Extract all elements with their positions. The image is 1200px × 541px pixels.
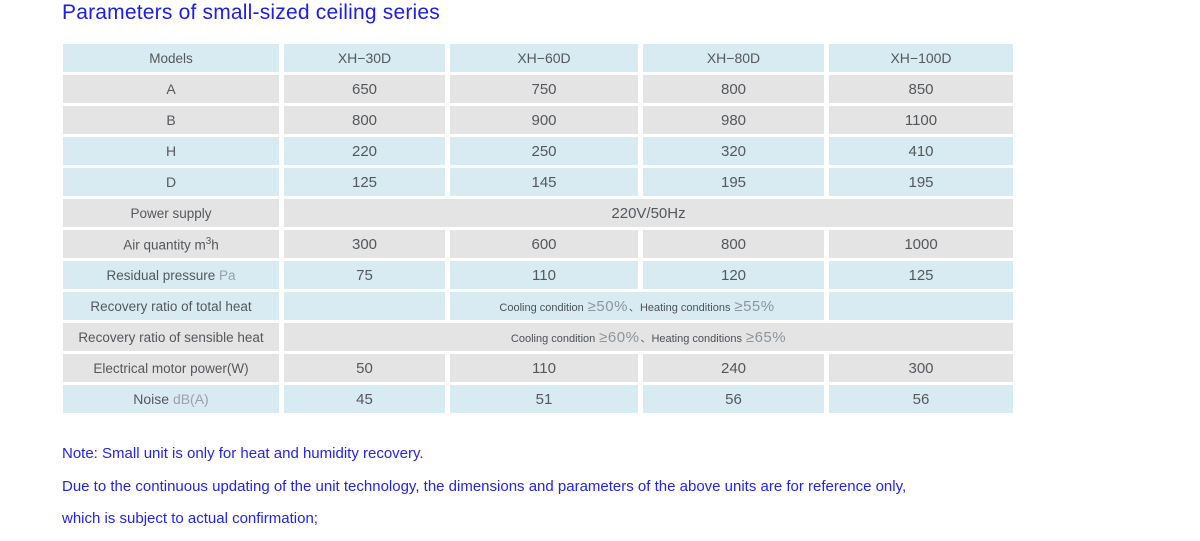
row-label: Power supply: [63, 199, 279, 227]
value-cell: 300: [829, 354, 1013, 382]
row-label: Electrical motor power(W): [63, 354, 279, 382]
value-cell: 56: [829, 385, 1013, 413]
value-cell: 240: [643, 354, 824, 382]
row-label: B: [63, 106, 279, 134]
row-label: Noise dB(A): [63, 385, 279, 413]
value-cell: 1100: [829, 106, 1013, 134]
condition-separator: 、: [628, 302, 639, 314]
note-line: which is subject to actual confirmation;: [62, 510, 318, 527]
table-row-residual-pressure: Residual pressure Pa 75 110 120 125: [63, 261, 1013, 289]
value-cell: 125: [284, 168, 445, 196]
row-label: Recovery ratio of sensible heat: [63, 323, 279, 351]
power-supply-value: 220V/50Hz: [284, 199, 1013, 227]
table-row-power-supply: Power supply 220V/50Hz: [63, 199, 1013, 227]
cooling-condition-label: Cooling condition: [510, 332, 596, 345]
value-cell: 145: [450, 168, 638, 196]
value-cell: 56: [643, 385, 824, 413]
air-quantity-suffix: h: [211, 237, 219, 253]
value-cell: 300: [284, 230, 445, 258]
note-line: Due to the continuous updating of the un…: [62, 477, 907, 495]
noise-unit: dB(A): [172, 391, 209, 407]
row-label: A: [63, 75, 279, 103]
value-cell: 250: [450, 137, 638, 165]
value-cell: 900: [450, 106, 638, 134]
table-row-noise: Noise dB(A) 45 51 56 56: [63, 385, 1013, 413]
model-name: XH−60D: [450, 44, 638, 72]
row-label: Residual pressure Pa: [63, 261, 279, 289]
value-cell: 45: [284, 385, 445, 413]
row-label: D: [63, 168, 279, 196]
value-cell: 320: [643, 137, 824, 165]
table-row-air-quantity: Air quantity m3h 300 600 800 1000: [63, 230, 1013, 258]
row-label: H: [63, 137, 279, 165]
cooling-condition-label: Cooling condition: [499, 301, 584, 314]
air-quantity-sup: 3: [205, 235, 212, 247]
empty-cell: [829, 292, 1013, 320]
table-row-motor-power: Electrical motor power(W) 50 110 240 300: [63, 354, 1013, 382]
cooling-condition-value: ≥50%: [587, 297, 628, 315]
notes-block: Note: Small unit is only for heat and hu…: [62, 438, 906, 536]
value-cell: 1000: [829, 230, 1013, 258]
table-row-h: H 220 250 320 410: [63, 137, 1013, 165]
cooling-condition-value: ≥60%: [599, 328, 640, 346]
value-cell: 120: [643, 261, 824, 289]
value-cell: 195: [829, 168, 1013, 196]
heating-condition-label: Heating conditions: [639, 301, 731, 314]
value-cell: 110: [450, 354, 638, 382]
model-name: XH−30D: [284, 44, 445, 72]
value-cell: 800: [284, 106, 445, 134]
noise-label: Noise: [133, 391, 170, 407]
value-cell: 110: [450, 261, 638, 289]
value-cell: 75: [284, 261, 445, 289]
value-cell: 800: [643, 75, 824, 103]
table-row-b: B 800 900 980 1100: [63, 106, 1013, 134]
heating-condition-value: ≥55%: [734, 297, 775, 315]
table-row-recovery-sensible: Recovery ratio of sensible heat Cooling …: [63, 323, 1013, 351]
value-cell: 410: [829, 137, 1013, 165]
value-cell: 750: [450, 75, 638, 103]
table-row-a: A 650 750 800 850: [63, 75, 1013, 103]
table-row-d: D 125 145 195 195: [63, 168, 1013, 196]
recovery-total-conditions: Cooling condition ≥50%、Heating condition…: [450, 292, 824, 320]
value-cell: 51: [450, 385, 638, 413]
spec-table: Models XH−30D XH−60D XH−80D XH−100D A 65…: [58, 41, 1018, 416]
heating-condition-value: ≥65%: [745, 328, 787, 346]
air-quantity-label: Air quantity m: [123, 237, 206, 253]
models-header-label: Models: [63, 44, 279, 72]
value-cell: 650: [284, 75, 445, 103]
residual-pressure-unit: Pa: [219, 267, 236, 283]
value-cell: 50: [284, 354, 445, 382]
value-cell: 850: [829, 75, 1013, 103]
table-row-models: Models XH−30D XH−60D XH−80D XH−100D: [63, 44, 1013, 72]
row-label: Air quantity m3h: [63, 230, 279, 258]
value-cell: 125: [829, 261, 1013, 289]
heating-condition-label: Heating conditions: [651, 332, 742, 345]
table-row-recovery-total: Recovery ratio of total heat Cooling con…: [63, 292, 1013, 320]
value-cell: 980: [643, 106, 824, 134]
model-name: XH−80D: [643, 44, 824, 72]
recovery-sensible-conditions: Cooling condition ≥60%、Heating condition…: [284, 323, 1013, 351]
value-cell: 195: [643, 168, 824, 196]
row-label: Recovery ratio of total heat: [63, 292, 279, 320]
value-cell: 800: [643, 230, 824, 258]
model-name: XH−100D: [829, 44, 1013, 72]
page-title: Parameters of small-sized ceiling series: [62, 1, 440, 24]
residual-pressure-label: Residual pressure: [106, 267, 216, 283]
note-line: Note: Small unit is only for heat and hu…: [62, 445, 424, 462]
condition-separator: 、: [640, 333, 651, 345]
empty-cell: [284, 292, 445, 320]
value-cell: 600: [450, 230, 638, 258]
value-cell: 220: [284, 137, 445, 165]
